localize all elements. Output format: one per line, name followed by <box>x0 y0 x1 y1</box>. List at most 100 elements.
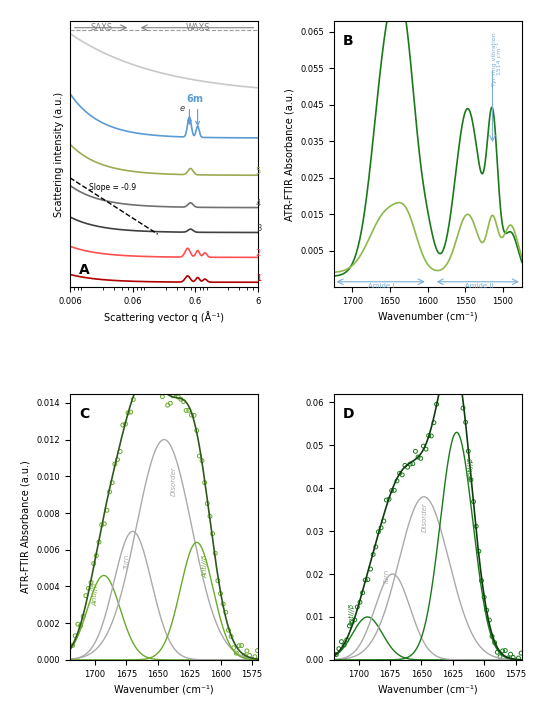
Point <box>364 574 372 585</box>
Point <box>369 549 378 560</box>
Text: Amide I: Amide I <box>368 283 394 289</box>
X-axis label: Wavenumber (cm⁻¹): Wavenumber (cm⁻¹) <box>114 684 214 694</box>
Point <box>68 640 77 651</box>
Point <box>356 597 364 608</box>
Point <box>424 430 433 442</box>
Point <box>245 650 254 661</box>
Point <box>66 641 74 652</box>
Point <box>211 548 220 559</box>
Point <box>451 354 459 365</box>
Point <box>340 640 349 651</box>
Point <box>422 444 430 455</box>
Point <box>150 376 159 388</box>
Text: Amide II: Amide II <box>465 283 493 289</box>
Point <box>153 385 161 396</box>
Point <box>168 390 177 402</box>
Point <box>251 651 259 662</box>
Point <box>200 477 209 488</box>
Point <box>385 494 393 505</box>
Point <box>243 645 251 656</box>
Text: 2: 2 <box>256 249 261 258</box>
Point <box>237 640 246 651</box>
Point <box>126 406 135 418</box>
Text: C: C <box>80 407 90 421</box>
Point <box>113 454 122 465</box>
Text: Anti//β: Anti//β <box>349 603 356 626</box>
Point <box>139 376 148 388</box>
Point <box>185 404 193 416</box>
Point <box>406 458 414 470</box>
Point <box>493 647 501 658</box>
Point <box>161 385 169 397</box>
Point <box>343 634 351 645</box>
Point <box>166 397 175 409</box>
Point <box>76 620 85 631</box>
Point <box>435 384 443 395</box>
Point <box>179 396 188 407</box>
Point <box>74 618 82 630</box>
Point <box>121 418 130 430</box>
Text: Anti//β: Anti//β <box>202 555 209 578</box>
Point <box>509 652 518 663</box>
Point <box>395 468 404 479</box>
Point <box>401 460 409 471</box>
Point <box>108 477 117 489</box>
Point <box>208 528 217 539</box>
Point <box>187 409 196 420</box>
Point <box>216 588 225 600</box>
Point <box>506 649 515 660</box>
Text: Disorder: Disorder <box>422 503 428 532</box>
Point <box>89 558 98 569</box>
Point <box>226 631 235 642</box>
Point <box>155 377 164 388</box>
Point <box>134 385 143 397</box>
Text: Disorder: Disorder <box>171 466 177 496</box>
Text: 4: 4 <box>256 199 261 208</box>
Text: Slope = -0.9: Slope = -0.9 <box>89 183 136 192</box>
Point <box>393 475 401 486</box>
Text: Anti//β: Anti//β <box>469 457 475 481</box>
Point <box>100 518 109 529</box>
Point <box>118 419 127 430</box>
Point <box>466 474 475 485</box>
Point <box>514 652 523 663</box>
Point <box>387 485 396 496</box>
Point <box>353 602 362 613</box>
Point <box>332 649 341 661</box>
Point <box>335 643 343 654</box>
Text: 6: 6 <box>186 94 193 124</box>
Point <box>448 351 457 362</box>
Point <box>454 357 462 368</box>
Point <box>512 656 520 668</box>
Text: 1: 1 <box>256 274 261 283</box>
Point <box>440 364 449 376</box>
Point <box>495 651 504 662</box>
Point <box>137 373 146 385</box>
Point <box>483 604 491 616</box>
Point <box>253 645 262 656</box>
Point <box>414 451 422 463</box>
Point <box>95 536 103 548</box>
Point <box>469 496 478 508</box>
Point <box>195 451 204 462</box>
Point <box>84 583 93 594</box>
Y-axis label: Scattering intensity (a.u.): Scattering intensity (a.u.) <box>54 91 65 217</box>
X-axis label: Scattering vector q (Å⁻¹): Scattering vector q (Å⁻¹) <box>104 312 224 324</box>
Text: Turn: Turn <box>123 554 130 569</box>
Point <box>105 486 114 498</box>
Point <box>398 469 407 480</box>
X-axis label: Wavenumber (cm⁻¹): Wavenumber (cm⁻¹) <box>378 312 478 322</box>
Point <box>459 402 468 413</box>
Point <box>97 519 106 531</box>
Point <box>366 564 375 575</box>
Point <box>372 541 380 552</box>
Point <box>403 462 412 473</box>
Point <box>164 399 172 411</box>
Point <box>477 575 486 586</box>
Point <box>485 614 494 625</box>
Point <box>174 392 182 403</box>
Point <box>224 625 233 636</box>
Point <box>219 598 228 609</box>
Text: e: e <box>180 104 185 113</box>
Point <box>190 410 199 421</box>
